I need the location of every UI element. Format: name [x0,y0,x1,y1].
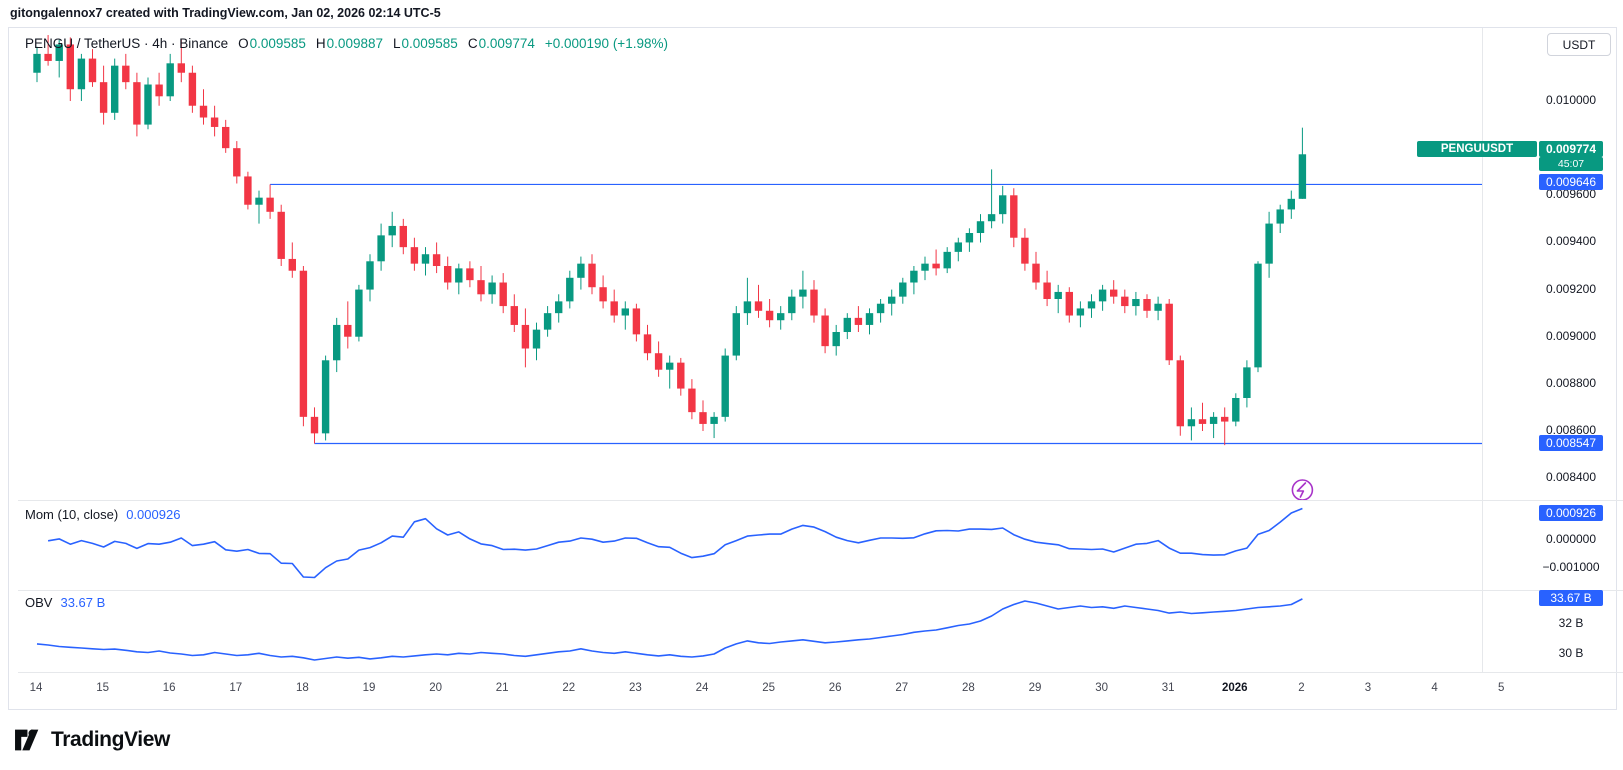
mom-title: Mom (10, close) [25,507,119,522]
mom-value-label: 0.000926 [1539,505,1603,521]
time-tick-label: 31 [1161,682,1175,694]
obv-title: OBV [25,595,53,610]
mom-legend[interactable]: Mom (10, close) 0.000926 [25,507,180,522]
time-tick-label: 20 [429,682,442,694]
lower-line-price-label: 0.008547 [1539,435,1603,451]
time-axis-separator [18,672,1623,673]
ohlc-open: O0.009585 [238,36,306,51]
obv-tick-label: 30 B [1558,646,1584,660]
time-tick-label: 22 [562,682,576,694]
obv-value-label: 33.67 B [1539,590,1603,606]
flash-icon[interactable] [1291,479,1314,501]
tradingview-logo[interactable]: TradingView [14,727,170,753]
symbol-title[interactable]: PENGU / TetherUS · 4h · Binance [25,36,229,51]
time-tick-label: 3 [1364,682,1372,694]
time-tick-label: 28 [961,682,975,694]
obv-pane-separator[interactable] [18,590,1623,591]
level-lines-layer [270,183,1482,445]
attribution-text: gitongalennox7 created with TradingView.… [10,6,441,20]
time-tick-label: 15 [96,682,109,694]
price-change: +0.000190 (+1.98%) [544,36,668,51]
time-tick-label: 25 [762,682,775,694]
time-tick-label: 4 [1431,682,1438,694]
time-tick-label: 2 [1298,682,1305,694]
tradingview-logo-icon [15,729,39,751]
price-tick-label: 0.009000 [1545,328,1597,343]
mom-value: 0.000926 [126,507,181,522]
obv-tick-label: 32 B [1558,616,1584,630]
price-tick-label: 0.008600 [1545,423,1597,437]
obv-line [36,598,1303,661]
time-tick-label: 2026 [1222,682,1248,694]
time-tick-label: 18 [295,682,309,694]
price-tick-label: 0.008800 [1545,375,1597,390]
time-tick-label: 14 [29,682,43,694]
momentum-line [47,507,1303,579]
upper-line-price-label: 0.009646 [1539,174,1603,190]
price-tick-label: 0.009600 [1545,187,1597,202]
candles-layer [33,35,1307,446]
mom-tick-label: −0.001000 [1542,560,1600,574]
time-tick-label: 29 [1028,682,1042,694]
time-tick-label: 24 [695,682,709,694]
ohlc-low: L0.009585 [392,36,458,51]
chart-widget: PENGU / TetherUS · 4h · Binance O0.00958… [8,27,1623,710]
price-tick-label: 0.008400 [1545,470,1597,485]
ohlc-high: H0.009887 [315,36,383,51]
time-tick-label: 21 [495,682,509,694]
price-axis-separator [1482,28,1483,672]
price-tick-label: 0.010000 [1545,93,1597,108]
ohlc-close: C0.009774 [467,36,535,51]
time-tick-label: 26 [828,682,842,694]
symbol-name-tag: PENGUUSDT [1417,141,1537,157]
price-tick-label: 0.009400 [1545,234,1597,249]
mom-pane-separator[interactable] [18,500,1623,501]
obv-value: 33.67 B [60,595,106,610]
chart-canvas[interactable] [9,28,1616,709]
main-legend: PENGU / TetherUS · 4h · Binance O0.00958… [25,36,668,51]
time-tick-label: 19 [362,682,376,694]
mom-tick-label: 0.000000 [1545,532,1597,546]
time-tick-label: 5 [1497,682,1505,694]
currency-toggle-button[interactable]: USDT [1547,33,1611,56]
time-tick-label: 30 [1095,682,1108,694]
time-tick-label: 16 [162,682,176,694]
time-tick-label: 23 [628,682,642,694]
tradingview-logo-text: TradingView [51,728,170,751]
last-price-label: 0.009774 [1539,141,1603,157]
time-tick-label: 27 [895,682,909,694]
time-tick-label: 17 [229,682,243,694]
price-tick-label: 0.009200 [1545,281,1597,296]
bar-countdown-label: 45:07 [1539,157,1603,171]
obv-legend[interactable]: OBV 33.67 B [25,595,105,610]
